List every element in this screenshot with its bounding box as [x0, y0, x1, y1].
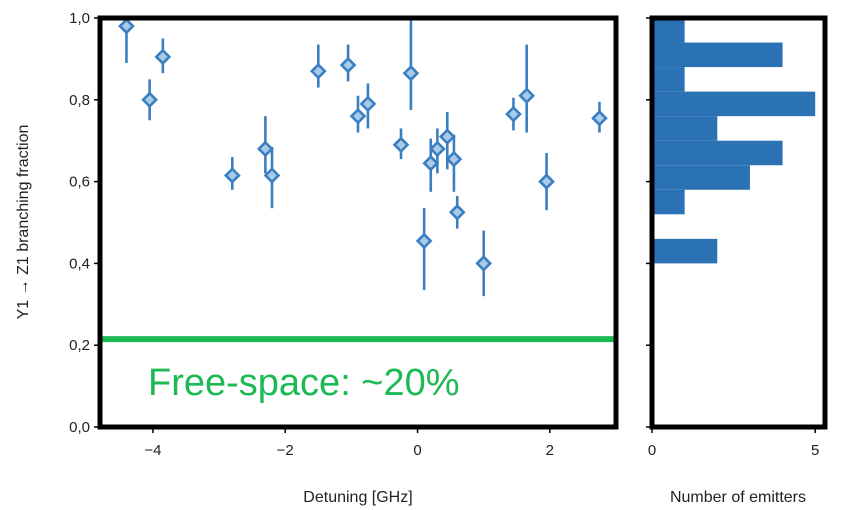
diamond-marker — [309, 62, 327, 80]
diamond-marker — [257, 140, 274, 158]
data-point — [448, 195, 466, 229]
y-tick-label: 0,8 — [69, 92, 90, 109]
y-axis-label: Y1 → Z1 branching fraction — [15, 125, 32, 320]
data-points — [118, 17, 608, 297]
data-point — [349, 95, 367, 133]
y-tick-label: 0,6 — [69, 174, 90, 191]
data-point — [141, 79, 158, 121]
histogram-bar — [652, 116, 718, 141]
diamond-marker — [538, 173, 555, 190]
diamond-marker — [349, 107, 367, 125]
data-point — [402, 18, 420, 111]
data-point — [505, 97, 522, 131]
y-tick-label: 0,2 — [69, 337, 90, 354]
data-point — [518, 44, 536, 133]
diamond-marker — [402, 64, 420, 82]
diamond-marker — [392, 136, 410, 154]
histogram-bar — [652, 189, 685, 215]
x-axis-ticks: −4 −2 0 2 — [144, 427, 554, 459]
data-point — [263, 146, 281, 209]
diamond-marker — [359, 95, 377, 113]
data-point — [445, 134, 463, 192]
diamond-marker — [339, 56, 357, 74]
data-point — [309, 44, 327, 88]
histogram-x-axis-label: Number of emitters — [670, 489, 806, 506]
diamond-marker — [223, 167, 241, 184]
main-plot-frame — [97, 15, 619, 430]
histogram-bar — [652, 140, 783, 166]
diamond-marker — [429, 140, 446, 158]
y-tick-label: 0,0 — [69, 419, 90, 436]
y-tick-label: 0,4 — [69, 255, 90, 272]
diamond-marker — [263, 167, 281, 184]
histogram-bar — [652, 165, 750, 190]
x-tick-label: 0 — [413, 442, 421, 459]
y-axis-ticks: 0,0 0,2 0,4 0,6 0,8 1,0 — [69, 10, 100, 436]
histogram-bar — [652, 18, 685, 43]
histogram-bar — [652, 238, 718, 264]
data-point — [475, 230, 493, 297]
data-point — [591, 101, 608, 133]
x-tick-label: −4 — [144, 442, 161, 459]
histogram-x-tick-label: 5 — [811, 442, 819, 459]
histogram-bar — [652, 91, 816, 117]
data-point — [223, 157, 241, 190]
x-axis-label: Detuning [GHz] — [303, 489, 412, 506]
data-point — [359, 83, 377, 129]
data-point — [429, 128, 446, 174]
branching-fraction-scatter-panel: Free-space: ~20% 0,0 0,2 0,4 0,6 0,8 1,0 −4 −2… — [15, 10, 619, 506]
diamond-marker — [591, 109, 608, 127]
data-point — [154, 38, 172, 74]
histogram-frame — [649, 15, 828, 430]
histogram-bars — [652, 18, 816, 264]
data-point — [415, 208, 433, 290]
data-point — [257, 116, 274, 174]
x-tick-label: −2 — [277, 442, 294, 459]
diamond-marker — [415, 232, 433, 250]
diamond-marker — [141, 91, 158, 109]
free-space-annotation: Free-space: ~20% — [148, 362, 460, 404]
diamond-marker — [438, 128, 456, 145]
x-tick-label: 2 — [546, 442, 554, 459]
histogram-x-tick-label: 0 — [648, 442, 656, 459]
data-point — [392, 128, 410, 160]
histogram-bar — [652, 42, 783, 68]
y-tick-label: 1,0 — [69, 10, 90, 27]
histogram-bar — [652, 67, 685, 92]
diamond-marker — [475, 255, 493, 272]
data-point — [538, 152, 555, 211]
diamond-marker — [505, 105, 522, 123]
diamond-marker — [518, 87, 536, 105]
data-point — [339, 44, 357, 82]
diamond-marker — [154, 48, 172, 66]
diamond-marker — [422, 154, 440, 172]
data-point — [118, 17, 135, 63]
diamond-marker — [448, 203, 466, 221]
diamond-marker — [118, 17, 135, 35]
diamond-marker — [445, 150, 463, 168]
